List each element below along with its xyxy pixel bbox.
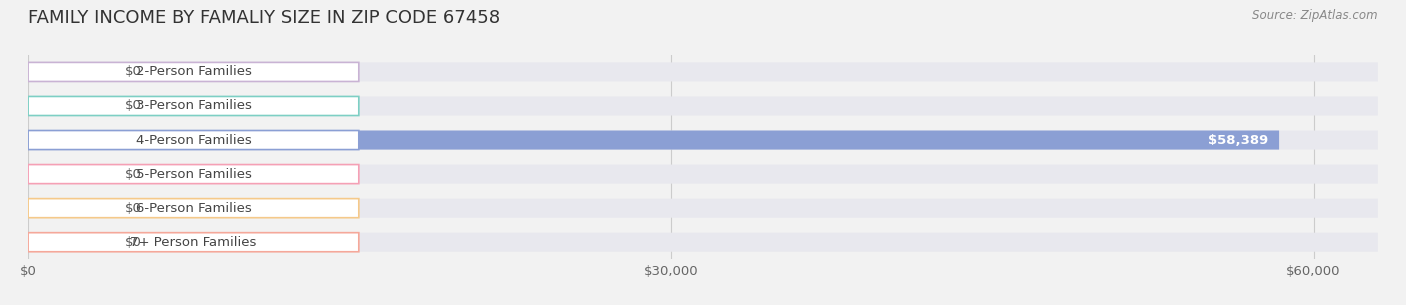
Text: $58,389: $58,389	[1208, 134, 1268, 146]
Text: FAMILY INCOME BY FAMALIY SIZE IN ZIP CODE 67458: FAMILY INCOME BY FAMALIY SIZE IN ZIP COD…	[28, 9, 501, 27]
Text: $0: $0	[125, 168, 142, 181]
Text: 3-Person Families: 3-Person Families	[135, 99, 252, 113]
FancyBboxPatch shape	[28, 63, 359, 81]
Text: Source: ZipAtlas.com: Source: ZipAtlas.com	[1253, 9, 1378, 22]
FancyBboxPatch shape	[28, 96, 112, 116]
FancyBboxPatch shape	[28, 233, 359, 252]
FancyBboxPatch shape	[28, 131, 359, 149]
Text: 5-Person Families: 5-Person Families	[135, 168, 252, 181]
FancyBboxPatch shape	[28, 199, 112, 218]
Text: $0: $0	[125, 236, 142, 249]
Text: 4-Person Families: 4-Person Families	[135, 134, 252, 146]
Text: $0: $0	[125, 202, 142, 215]
Text: $0: $0	[125, 99, 142, 113]
FancyBboxPatch shape	[28, 63, 1378, 81]
FancyBboxPatch shape	[28, 165, 359, 184]
FancyBboxPatch shape	[28, 131, 1279, 149]
FancyBboxPatch shape	[28, 233, 1378, 252]
FancyBboxPatch shape	[28, 233, 112, 252]
FancyBboxPatch shape	[28, 63, 112, 81]
FancyBboxPatch shape	[28, 96, 1378, 116]
Text: 6-Person Families: 6-Person Families	[135, 202, 252, 215]
FancyBboxPatch shape	[28, 131, 1378, 149]
Text: 7+ Person Families: 7+ Person Families	[131, 236, 257, 249]
FancyBboxPatch shape	[28, 165, 1378, 184]
FancyBboxPatch shape	[28, 96, 359, 116]
FancyBboxPatch shape	[28, 199, 359, 218]
Text: 2-Person Families: 2-Person Families	[135, 66, 252, 78]
Text: $0: $0	[125, 66, 142, 78]
FancyBboxPatch shape	[28, 199, 1378, 218]
FancyBboxPatch shape	[28, 165, 112, 184]
